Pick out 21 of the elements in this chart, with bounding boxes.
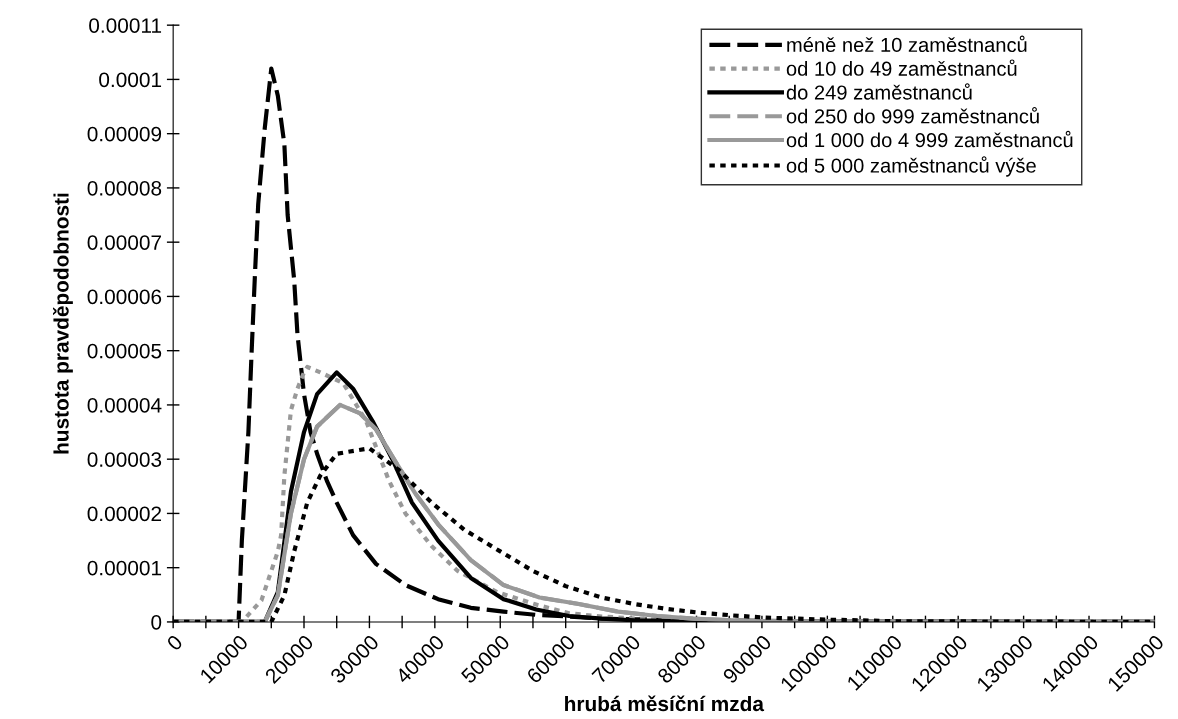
y-tick-label: 0.00002 [87, 506, 162, 522]
legend-label: od 10 do 49 zaměstnanců [786, 59, 1017, 76]
y-tick-label: 0.00006 [87, 289, 162, 305]
y-tick-label: 0.00001 [87, 560, 162, 576]
legend-label: do 249 zaměstnanců [786, 83, 972, 100]
y-tick-label: 0.00009 [87, 126, 162, 142]
y-tick-label: 0.00008 [87, 180, 162, 196]
y-tick-label: 0.00007 [87, 235, 162, 250]
y-tick-label: 0 [151, 614, 162, 630]
legend-label: méně než 10 zaměstnanců [787, 35, 1027, 53]
y-tick-label: 0.00004 [87, 397, 162, 413]
y-tick-label: 0.00005 [87, 343, 162, 359]
legend-label: od 250 do 999 zaměstnanců [786, 107, 1039, 124]
x-tick-label: 0 [165, 634, 184, 652]
x-axis-title: hrubá měsíční mzda [565, 695, 765, 712]
legend-label: od 1 000 do 4 999 zaměstnanců [786, 130, 1073, 148]
y-axis-title: hustota pravděpodobnosti [52, 193, 73, 454]
legend-label: od 5 000 zaměstnanců výše [786, 156, 1036, 177]
y-tick-label: 0.0001 [99, 72, 162, 88]
y-tick-label: 0.00011 [89, 18, 162, 33]
y-tick-label: 0.00003 [87, 452, 162, 467]
